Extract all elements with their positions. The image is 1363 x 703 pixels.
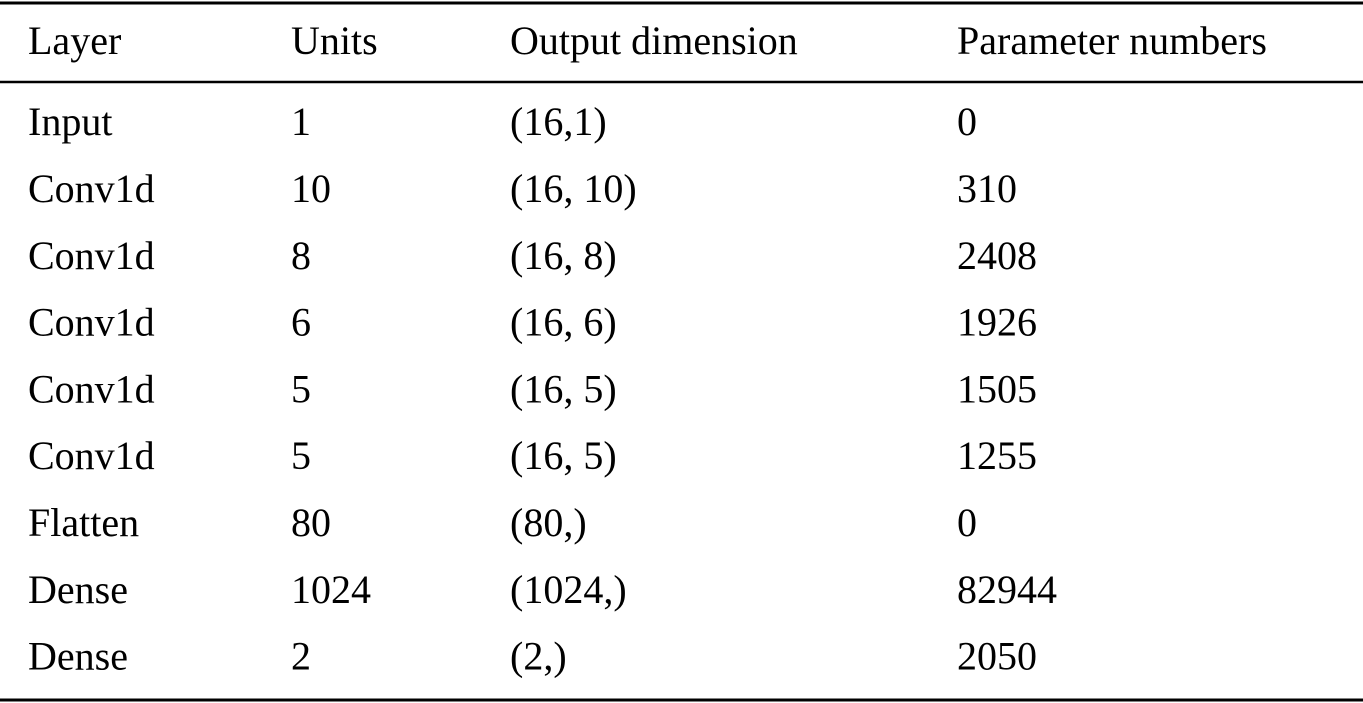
cell: (16, 6) — [510, 300, 617, 345]
cell: (16, 10) — [510, 166, 637, 211]
cell: 5 — [291, 366, 311, 411]
cell: Conv1d — [28, 300, 155, 345]
header-cell: Layer — [28, 18, 121, 63]
cell: (80,) — [510, 500, 587, 545]
cell: 1024 — [291, 567, 371, 612]
cell: Input — [28, 99, 112, 144]
header-cell: Output dimension — [510, 18, 798, 63]
cell: 2408 — [957, 233, 1037, 278]
cell: 8 — [291, 233, 311, 278]
cell: Dense — [28, 567, 128, 612]
cell: 6 — [291, 300, 311, 345]
cell: (16, 8) — [510, 233, 617, 278]
cell: 10 — [291, 166, 331, 211]
cell: Conv1d — [28, 166, 155, 211]
header-cell: Units — [291, 18, 378, 63]
cell: 2 — [291, 634, 311, 679]
cell: 82944 — [957, 567, 1057, 612]
cell: Conv1d — [28, 366, 155, 411]
cell: 2050 — [957, 634, 1037, 679]
cell: 80 — [291, 500, 331, 545]
cell: 1505 — [957, 366, 1037, 411]
cell: 310 — [957, 166, 1017, 211]
cell: 1255 — [957, 433, 1037, 478]
cell: 5 — [291, 433, 311, 478]
cell: 1926 — [957, 300, 1037, 345]
cell: 1 — [291, 99, 311, 144]
cell: (2,) — [510, 634, 567, 679]
cell: (16, 5) — [510, 366, 617, 411]
cell: (16, 5) — [510, 433, 617, 478]
header-cell: Parameter numbers — [957, 18, 1267, 63]
cell: Conv1d — [28, 433, 155, 478]
cell: Flatten — [28, 500, 139, 545]
cell: 0 — [957, 500, 977, 545]
cell: (16,1) — [510, 99, 607, 144]
cell: (1024,) — [510, 567, 627, 612]
cell: Dense — [28, 634, 128, 679]
cell: 0 — [957, 99, 977, 144]
cell: Conv1d — [28, 233, 155, 278]
